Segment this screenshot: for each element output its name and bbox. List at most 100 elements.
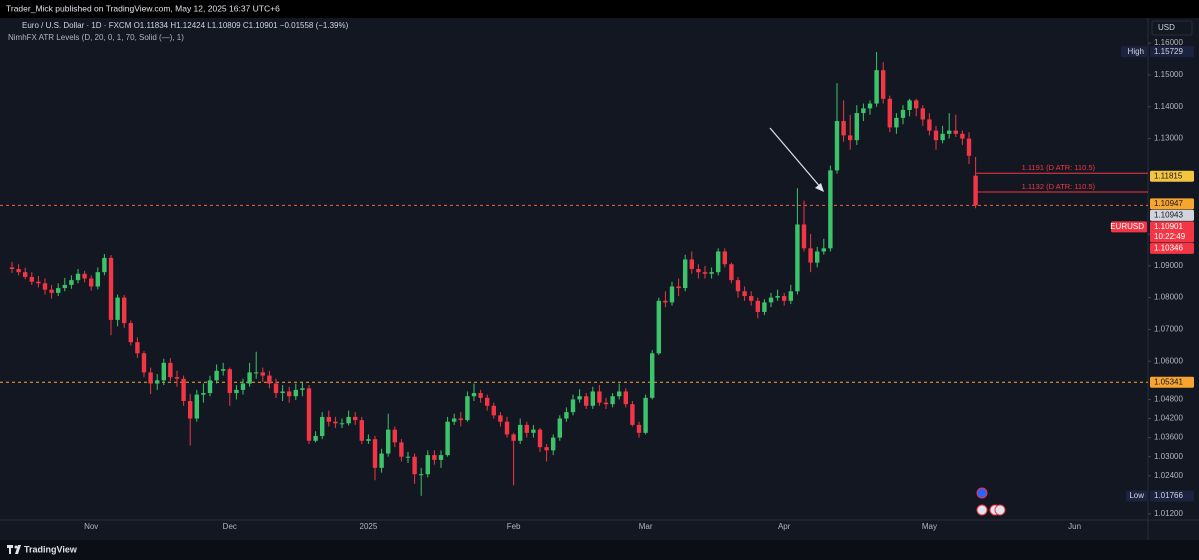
y-tick-label: 1.02400 — [1154, 471, 1183, 480]
atr-label: 1.1191 (D ATR: 110.5) — [1022, 163, 1096, 172]
candle-body — [29, 276, 34, 282]
candle-body — [531, 429, 536, 433]
candle-body — [735, 280, 741, 292]
candle-body — [379, 453, 384, 468]
candle-body — [663, 300, 668, 303]
candle-body — [537, 429, 543, 448]
price-label-box — [1150, 209, 1194, 221]
price-label-box — [1150, 46, 1194, 58]
candle-body — [848, 135, 853, 141]
y-tick-label: 1.07000 — [1154, 325, 1183, 334]
arrow-annotation — [769, 127, 824, 192]
candle-body — [207, 380, 213, 394]
candle-body — [867, 103, 873, 109]
candle-body — [630, 404, 635, 425]
candle-body — [801, 224, 807, 249]
candle-body — [9, 267, 15, 269]
atr-label: 1.1132 (D ATR: 110.5) — [1022, 182, 1096, 191]
candle-body — [234, 389, 239, 394]
candle-body — [16, 269, 21, 273]
candle-body — [643, 397, 648, 433]
candle-body — [590, 391, 595, 406]
price-label-box — [1150, 376, 1194, 388]
candle-body — [762, 302, 767, 312]
candle-body — [465, 396, 470, 421]
brand-name: TradingView — [24, 544, 78, 554]
candle-body — [287, 391, 292, 397]
candle-body — [471, 393, 477, 397]
candle-body — [108, 257, 114, 320]
candle-body — [577, 396, 582, 400]
candle-body — [696, 269, 701, 273]
candle-body — [306, 388, 312, 441]
currency-box — [1151, 20, 1193, 36]
candle-body — [821, 248, 826, 252]
candle-body — [392, 429, 397, 443]
candle-body — [188, 401, 193, 419]
brand-logo — [7, 545, 21, 554]
candle-body — [782, 296, 787, 301]
y-tick-label: 1.09000 — [1154, 261, 1183, 270]
candle-body — [808, 248, 813, 263]
candle-body — [181, 378, 186, 402]
candle-body — [89, 278, 94, 287]
candle-body — [887, 98, 892, 128]
x-tick-label: Jun — [1068, 522, 1081, 531]
candle-body — [900, 109, 906, 118]
candle-body — [23, 272, 28, 277]
candle-body — [570, 399, 576, 413]
candle-body — [610, 396, 615, 405]
candle-body — [933, 130, 939, 141]
bottom-bar — [0, 540, 1199, 560]
candle-body — [795, 224, 800, 292]
candle-body — [689, 259, 694, 269]
candle-body — [861, 108, 866, 114]
legend-line: Euro / U.S. Dollar · 1D · FXCM O1.11834 … — [22, 21, 349, 30]
candle-body — [386, 429, 391, 454]
x-tick-label: 2025 — [360, 522, 378, 531]
candle-body — [881, 70, 886, 99]
candle-body — [445, 421, 450, 456]
candle-body — [148, 372, 153, 384]
candle-body — [564, 412, 569, 419]
y-tick-label: 1.04200 — [1154, 414, 1183, 423]
candle-body — [504, 421, 510, 435]
candle-body — [775, 296, 780, 298]
price-label: 1.15729 — [1154, 47, 1183, 56]
candle-body — [227, 369, 232, 394]
candle-body — [458, 418, 463, 421]
candle-body — [874, 70, 879, 104]
candle-body — [313, 436, 318, 441]
price-label: 1.11815 — [1154, 171, 1183, 180]
candle-body — [174, 377, 180, 379]
candle-body — [768, 297, 774, 303]
candle-body — [214, 370, 219, 381]
candle-body — [478, 393, 483, 398]
candle-body — [676, 286, 681, 289]
candle-body — [419, 474, 424, 476]
plot-area — [0, 52, 1148, 496]
candle-body — [412, 456, 417, 475]
candle-body — [366, 439, 371, 441]
x-tick-label: Mar — [639, 522, 653, 531]
candle-body — [669, 286, 675, 303]
candle-body — [346, 416, 351, 424]
candle-body — [320, 416, 325, 437]
candle-body — [920, 108, 925, 120]
candle-body — [722, 251, 727, 265]
y-tick-label: 1.03600 — [1154, 433, 1183, 442]
candle-body — [452, 418, 457, 422]
candle-body — [742, 291, 747, 297]
price-name-box — [1121, 46, 1147, 58]
candle-body — [498, 415, 503, 422]
price-label: 1.10943 — [1154, 210, 1183, 219]
candle-body — [115, 297, 120, 320]
candle-body — [557, 418, 562, 438]
candle-body — [953, 130, 958, 134]
x-tick-label: Apr — [778, 522, 791, 531]
candle-body — [161, 362, 166, 381]
price-label: 1.10346 — [1154, 243, 1183, 252]
candle-body — [623, 391, 628, 405]
candle-body — [102, 257, 107, 273]
event-icons — [976, 487, 1006, 516]
